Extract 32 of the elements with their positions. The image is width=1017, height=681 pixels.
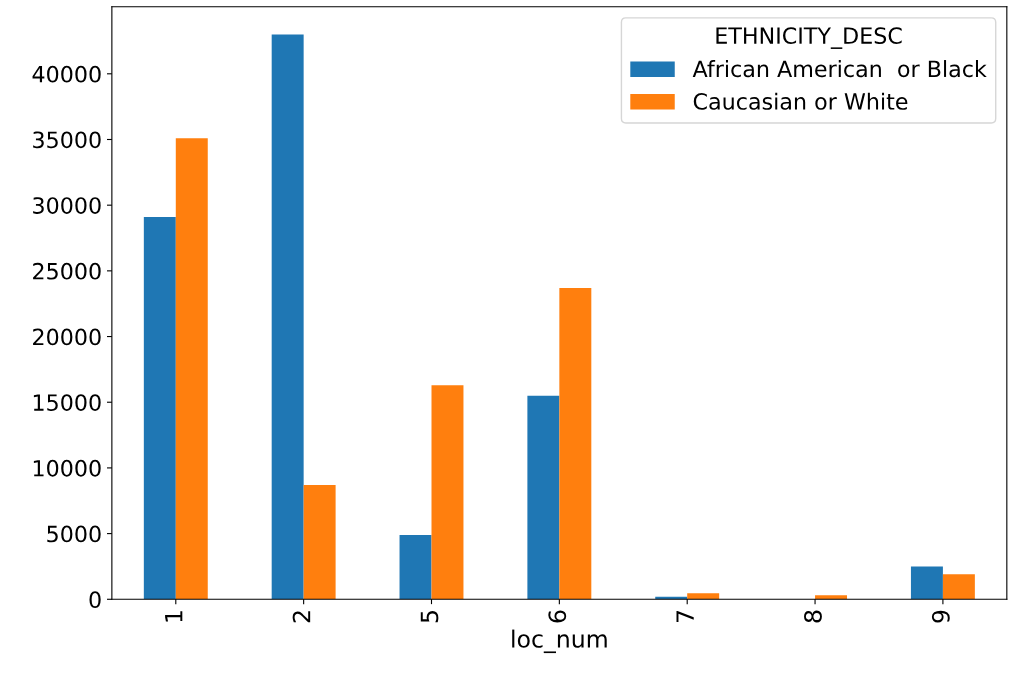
x-tick-label: 9	[931, 610, 950, 623]
x-tick-label: 2	[292, 611, 311, 623]
bar	[687, 593, 720, 600]
legend-label: Caucasian or White	[693, 92, 908, 110]
x-tick-label: 1	[165, 611, 183, 622]
x-tick-label: 8	[804, 610, 822, 623]
bar	[910, 566, 943, 600]
bar	[815, 595, 848, 600]
bar	[175, 138, 208, 600]
legend-title: ETHNICITY_DESC	[716, 27, 902, 49]
bar	[143, 217, 176, 600]
y-tick-label: 20000	[33, 328, 101, 346]
x-tick-label: 7	[676, 611, 694, 623]
y-tick-label: 10000	[33, 459, 101, 477]
x-tick-label: 6	[548, 610, 567, 623]
y-tick-label: 25000	[33, 262, 101, 280]
y-tick-label: 30000	[33, 197, 101, 214]
bar	[271, 34, 304, 600]
legend-label: African American or Black	[692, 60, 987, 78]
x-axis-title: loc_num	[512, 629, 607, 654]
bar	[942, 574, 975, 600]
bar	[527, 395, 560, 600]
y-tick-label: 35000	[33, 131, 101, 149]
bar	[399, 534, 432, 600]
bar	[303, 484, 336, 600]
bar	[559, 287, 592, 600]
y-tick-label: 5000	[47, 525, 101, 543]
y-tick-label: 0	[89, 591, 101, 609]
y-tick-label: 40000	[32, 65, 101, 83]
bar	[431, 385, 464, 600]
y-tick-label: 15000	[33, 394, 101, 411]
x-tick-label: 5	[420, 611, 439, 623]
